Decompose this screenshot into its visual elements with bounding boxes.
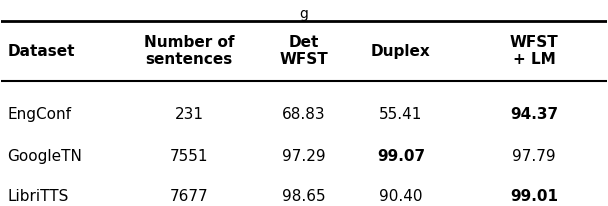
Text: Number of
sentences: Number of sentences <box>143 35 234 67</box>
Text: 231: 231 <box>174 107 204 122</box>
Text: 94.37: 94.37 <box>510 107 558 122</box>
Text: 97.29: 97.29 <box>282 149 326 164</box>
Text: Duplex: Duplex <box>371 44 430 59</box>
Text: 97.79: 97.79 <box>512 149 556 164</box>
Text: 55.41: 55.41 <box>379 107 423 122</box>
Text: 99.01: 99.01 <box>510 189 558 204</box>
Text: EngConf: EngConf <box>7 107 72 122</box>
Text: WFST
+ LM: WFST + LM <box>510 35 558 67</box>
Text: 7677: 7677 <box>170 189 209 204</box>
Text: 68.83: 68.83 <box>282 107 326 122</box>
Text: Dataset: Dataset <box>7 44 75 59</box>
Text: 98.65: 98.65 <box>282 189 326 204</box>
Text: GoogleTN: GoogleTN <box>7 149 82 164</box>
Text: 90.40: 90.40 <box>379 189 423 204</box>
Text: LibriTTS: LibriTTS <box>7 189 69 204</box>
Text: Det
WFST: Det WFST <box>280 35 328 67</box>
Text: g: g <box>300 7 308 21</box>
Text: 7551: 7551 <box>170 149 209 164</box>
Text: 99.07: 99.07 <box>377 149 425 164</box>
